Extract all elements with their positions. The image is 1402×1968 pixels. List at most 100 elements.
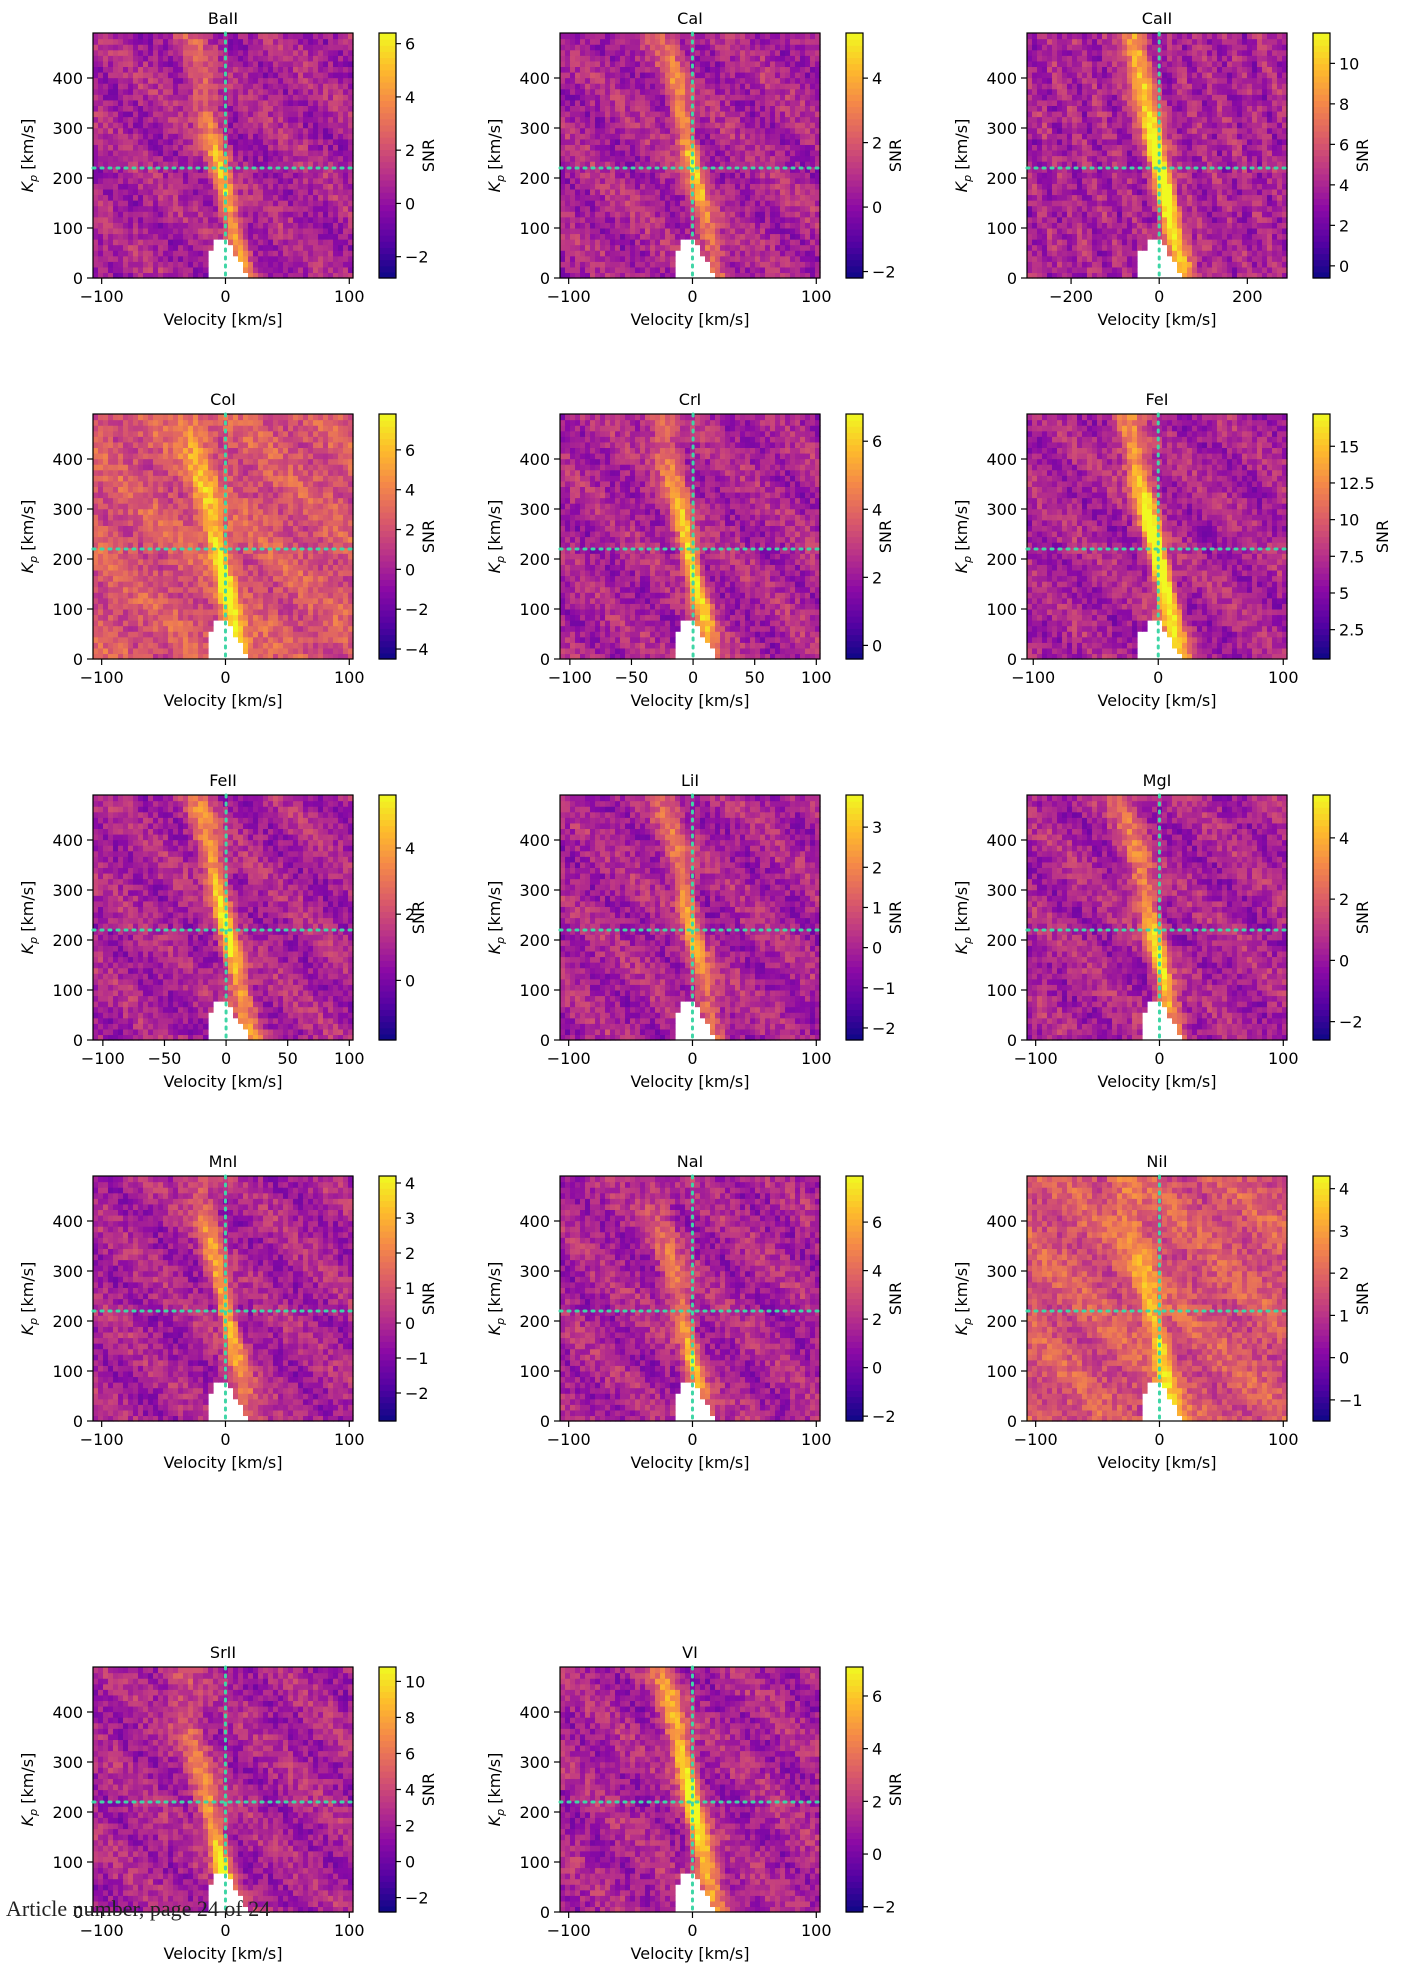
y-tick-label: 300 xyxy=(986,1262,1017,1281)
colorbar-tick-label: 4 xyxy=(405,1781,415,1800)
y-axis-label: Kp [km/s] xyxy=(952,881,974,955)
x-tick-label: 0 xyxy=(221,1049,231,1068)
heatmap-cells xyxy=(93,795,354,1041)
x-tick-label: 0 xyxy=(220,1921,230,1940)
heatmap-cells xyxy=(93,1667,354,1913)
y-tick-label: 100 xyxy=(52,1362,83,1381)
x-tick-label: 0 xyxy=(1154,1430,1164,1449)
x-tick-label: 100 xyxy=(334,1049,365,1068)
y-axis-label: Kp [km/s] xyxy=(18,1262,40,1336)
y-tick-label: 100 xyxy=(52,600,83,619)
y-tick-label: 0 xyxy=(73,1031,83,1050)
colorbar-tick-label: 4 xyxy=(1339,176,1349,195)
x-tick-label: −100 xyxy=(1014,1049,1058,1068)
x-tick-label: 0 xyxy=(687,1430,697,1449)
colorbar-label: SNR xyxy=(419,1773,438,1806)
colorbar-tick-label: 2 xyxy=(872,858,882,877)
y-axis-label: Kp [km/s] xyxy=(18,881,40,955)
y-tick-label: 200 xyxy=(52,1803,83,1822)
colorbar-tick-label: −2 xyxy=(872,1898,896,1917)
y-tick-label: 300 xyxy=(52,500,83,519)
y-axis-label: Kp [km/s] xyxy=(952,119,974,193)
colorbar-tick-label: 6 xyxy=(1339,135,1349,154)
x-tick-label: 100 xyxy=(1268,1049,1299,1068)
x-axis-label: Velocity [km/s] xyxy=(164,691,283,710)
x-axis-label: Velocity [km/s] xyxy=(631,1453,750,1472)
y-tick-label: 100 xyxy=(519,600,550,619)
colorbar-tick-label: −2 xyxy=(1339,1013,1363,1032)
x-tick-label: 100 xyxy=(334,1921,365,1940)
y-tick-label: 0 xyxy=(1007,1412,1017,1431)
x-tick-label: 0 xyxy=(688,668,698,687)
colorbar-tick-label: 2 xyxy=(1339,216,1349,235)
panel-title: LiI xyxy=(681,771,699,790)
colorbar-tick-label: −2 xyxy=(405,1384,429,1403)
y-tick-label: 400 xyxy=(519,1212,550,1231)
y-tick-label: 300 xyxy=(519,881,550,900)
x-tick-label: −100 xyxy=(547,1921,591,1940)
x-tick-label: 0 xyxy=(220,668,230,687)
x-axis-label: Velocity [km/s] xyxy=(164,310,283,329)
page-footer: Article number, page 24 of 24 xyxy=(6,1896,270,1922)
y-tick-label: 100 xyxy=(519,981,550,1000)
y-tick-label: 300 xyxy=(52,881,83,900)
colorbar-tick-label: 10 xyxy=(405,1672,425,1691)
x-tick-label: 0 xyxy=(220,287,230,306)
y-tick-label: 200 xyxy=(519,169,550,188)
colorbar-tick-label: 6 xyxy=(405,35,415,54)
heatmap-cells xyxy=(560,1176,821,1422)
y-tick-label: 400 xyxy=(52,1212,83,1231)
colorbar-tick-label: 2 xyxy=(872,568,882,587)
panel-title: NaI xyxy=(677,1152,704,1171)
y-tick-label: 100 xyxy=(519,1853,550,1872)
x-tick-label: 100 xyxy=(334,287,365,306)
x-tick-label: −100 xyxy=(80,668,124,687)
x-tick-label: −50 xyxy=(615,668,649,687)
colorbar-tick-label: 4 xyxy=(872,69,882,88)
colorbar-tick-label: 0 xyxy=(1339,951,1349,970)
colorbar-tick-label: −2 xyxy=(405,248,429,267)
colorbar-tick-label: 1 xyxy=(405,1279,415,1298)
colorbar-tick-label: 12.5 xyxy=(1339,474,1375,493)
colorbar-tick-label: −1 xyxy=(405,1349,429,1368)
y-tick-label: 0 xyxy=(73,650,83,669)
colorbar-tick-label: 15 xyxy=(1339,437,1359,456)
colorbar-tick-label: −2 xyxy=(872,1019,896,1038)
colorbar-tick-label: 6 xyxy=(872,1687,882,1706)
heatmap-cells xyxy=(93,414,354,660)
colorbar-tick-label: 1 xyxy=(872,898,882,917)
y-tick-label: 300 xyxy=(986,500,1017,519)
colorbar-tick-label: 0 xyxy=(872,939,882,958)
colorbar-tick-label: 10 xyxy=(1339,54,1359,73)
x-tick-label: 0 xyxy=(1154,287,1164,306)
y-tick-label: 300 xyxy=(519,1262,550,1281)
y-axis-label: Kp [km/s] xyxy=(952,500,974,574)
y-tick-label: 200 xyxy=(52,169,83,188)
y-tick-label: 400 xyxy=(986,1212,1017,1231)
colorbar-label: SNR xyxy=(1353,1282,1372,1315)
colorbar-label: SNR xyxy=(1353,139,1372,172)
colorbar-tick-label: −2 xyxy=(872,263,896,282)
y-tick-label: 300 xyxy=(519,119,550,138)
y-tick-label: 400 xyxy=(52,69,83,88)
y-tick-label: 100 xyxy=(519,1362,550,1381)
y-tick-label: 0 xyxy=(1007,650,1017,669)
colorbar-tick-label: 4 xyxy=(872,1740,882,1759)
colorbar-label: SNR xyxy=(886,1282,905,1315)
panel-title: BaII xyxy=(208,9,238,28)
colorbar-tick-label: 0 xyxy=(872,1359,882,1378)
x-tick-label: −100 xyxy=(547,1049,591,1068)
x-tick-label: −100 xyxy=(80,1921,124,1940)
